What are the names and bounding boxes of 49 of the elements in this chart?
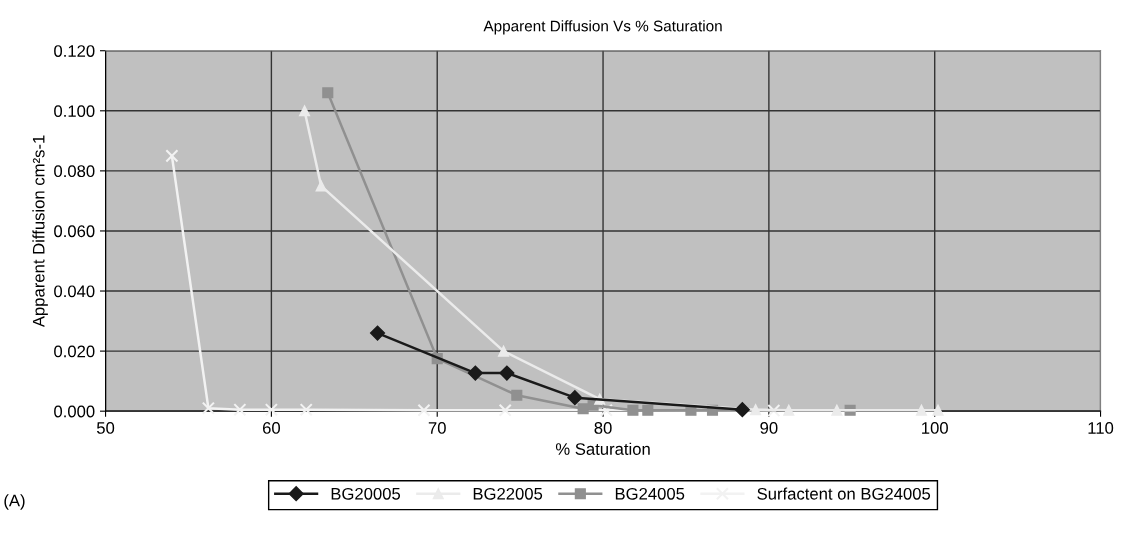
legend-label: BG24005 [615, 487, 685, 500]
point [511, 389, 523, 401]
y-tick-label: 0.020 [54, 345, 95, 358]
x-axis-title: % Saturation [555, 442, 650, 455]
point [642, 404, 654, 416]
point [499, 365, 515, 381]
y-axis-title: Apparent Diffusion cm²s-1 [32, 135, 48, 328]
legend-label: BG22005 [473, 487, 543, 500]
point [599, 403, 613, 417]
x-tick-label: 110 [1088, 422, 1114, 434]
point [915, 404, 928, 416]
point [831, 404, 843, 416]
point [497, 345, 510, 357]
point [767, 403, 781, 418]
y-tick-label: 0.100 [54, 105, 95, 118]
point [322, 87, 334, 99]
x-tick-label: 90 [760, 422, 778, 434]
point [783, 404, 795, 416]
point [734, 402, 750, 418]
point [417, 403, 431, 417]
point [932, 404, 944, 416]
point [467, 365, 483, 381]
point [750, 404, 762, 416]
x-tick-label: 60 [262, 422, 281, 434]
point [201, 401, 215, 415]
y-tick-label: 0.060 [54, 225, 95, 238]
text: (A) [4, 494, 25, 510]
point [498, 403, 512, 417]
legend-label: BG20005 [331, 487, 401, 500]
point [299, 403, 313, 417]
point [567, 390, 583, 406]
y-tick-label: 0.120 [54, 45, 95, 57]
point [315, 180, 327, 192]
point [299, 105, 311, 117]
point [264, 403, 278, 417]
y-tick-label: 0.040 [54, 285, 95, 298]
y-tick-label: 0.000 [54, 405, 95, 418]
point [165, 149, 179, 163]
chart-title: Apparent Diffusion Vs % Saturation [483, 20, 722, 35]
x-tick-label: 50 [96, 422, 115, 434]
point [369, 325, 386, 341]
x-tick-label: 100 [922, 422, 948, 434]
point [233, 403, 247, 417]
point [627, 404, 639, 416]
point [577, 403, 589, 415]
legend-label: Surfactent on BG24005 [757, 487, 931, 500]
y-tick-label: 0.080 [54, 165, 95, 178]
x-tick-label: 80 [594, 422, 612, 434]
x-tick-label: 70 [428, 422, 446, 434]
